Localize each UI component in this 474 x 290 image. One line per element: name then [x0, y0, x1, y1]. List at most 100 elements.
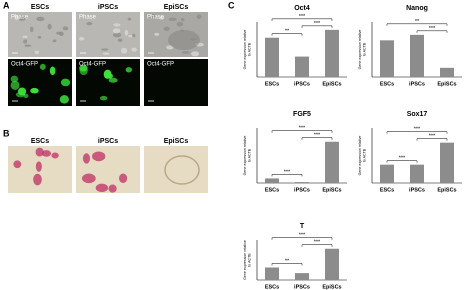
cell [124, 29, 129, 36]
cell [86, 21, 93, 26]
bar [380, 40, 394, 77]
stain-image [144, 146, 208, 193]
cell [127, 34, 134, 38]
stained-colony [13, 160, 22, 169]
stained-colony [92, 151, 106, 162]
y-axis-label: Gene expression relative [243, 136, 247, 176]
cell [132, 33, 136, 38]
chart-title: Oct4 [294, 5, 310, 12]
bar [440, 67, 454, 77]
cell [112, 32, 122, 38]
cell [22, 35, 28, 39]
chart-title: Sox17 [407, 111, 428, 118]
y-axis-label: to ACTB [362, 42, 366, 56]
x-tick-label: ESCs [265, 284, 279, 290]
bar [265, 37, 279, 77]
significance-bracket [301, 244, 333, 247]
significance-bracket [416, 138, 448, 141]
cell [24, 44, 32, 47]
significance-bracket [301, 25, 333, 28]
column-header: ESCs [31, 138, 49, 145]
chart-title: FGF5 [293, 111, 311, 118]
y-axis-label: to ACTB [362, 148, 366, 162]
gfp-colony [10, 80, 20, 90]
stained-colony [35, 161, 42, 172]
gfp-colony [17, 87, 27, 96]
significance-label: *** [314, 133, 321, 139]
cell [163, 26, 170, 31]
cell [101, 48, 109, 51]
cell [17, 14, 27, 21]
bar [325, 29, 339, 77]
gfp-colony [125, 67, 133, 73]
significance-bracket [386, 23, 448, 26]
x-tick-label: iPSCs [409, 187, 425, 193]
panel-label: B [3, 128, 10, 138]
bar [440, 142, 454, 183]
bar [295, 56, 309, 77]
column-header: iPSCs [98, 4, 118, 11]
bar [380, 164, 394, 183]
cell [168, 17, 177, 21]
unstained-colony [164, 155, 200, 185]
cell [78, 37, 85, 41]
gfp-colony [10, 75, 19, 83]
significance-label: ** [285, 258, 290, 264]
significance-label: *** [284, 169, 291, 175]
cell [23, 39, 28, 44]
stained-colony [82, 153, 91, 164]
x-tick-label: EpiSCs [322, 81, 341, 87]
significance-bracket [271, 263, 303, 266]
significance-bracket [271, 33, 303, 36]
cell [29, 26, 34, 33]
cell [159, 16, 165, 20]
x-tick-label: EpiSCs [322, 284, 341, 290]
column-header: ESCs [31, 4, 49, 11]
y-axis-label: Gene expression relative [358, 136, 362, 176]
gfp-colony [59, 95, 69, 104]
cell [36, 16, 45, 22]
y-axis-label: to ACTB [247, 42, 251, 56]
bar [295, 273, 309, 280]
row-label: Phase [147, 15, 165, 21]
x-tick-label: ESCs [265, 81, 279, 87]
bar [410, 34, 424, 77]
panel-label: C [228, 0, 235, 10]
gfp-colony [39, 63, 46, 70]
bar [265, 178, 279, 183]
cell [154, 32, 160, 36]
bar [265, 267, 279, 280]
colony [168, 30, 200, 50]
stained-colony [82, 173, 96, 184]
cell [196, 14, 202, 19]
cell [47, 23, 52, 30]
cell [56, 31, 62, 35]
x-tick-label: iPSCs [294, 187, 310, 193]
stain-image [76, 146, 140, 193]
row-label: Oct4-GFP [79, 62, 106, 68]
cell [52, 39, 57, 43]
chart-title: Nanog [406, 5, 428, 12]
y-axis-label: to ACTB [247, 148, 251, 162]
cell [102, 52, 110, 55]
cell [181, 51, 190, 54]
significance-label: *** [429, 26, 436, 32]
gfp-colony [108, 77, 118, 83]
x-tick-label: ESCs [380, 187, 394, 193]
cell [150, 14, 157, 18]
significance-bracket [271, 130, 333, 133]
cell [120, 47, 128, 54]
gfp-colony [30, 87, 39, 94]
significance-label: *** [299, 233, 306, 239]
y-axis-label: to ACTB [247, 253, 251, 267]
stained-colony [108, 184, 117, 193]
x-tick-label: EpiSCs [437, 81, 456, 87]
stained-colony [41, 150, 52, 157]
row-label: Oct4-GFP [11, 62, 38, 68]
column-header: EpiSCs [164, 4, 189, 11]
cell [112, 28, 121, 34]
column-header: EpiSCs [164, 138, 189, 145]
x-tick-label: iPSCs [294, 284, 310, 290]
y-axis-label: Gene expression relative [358, 30, 362, 70]
row-label: Phase [11, 15, 29, 21]
